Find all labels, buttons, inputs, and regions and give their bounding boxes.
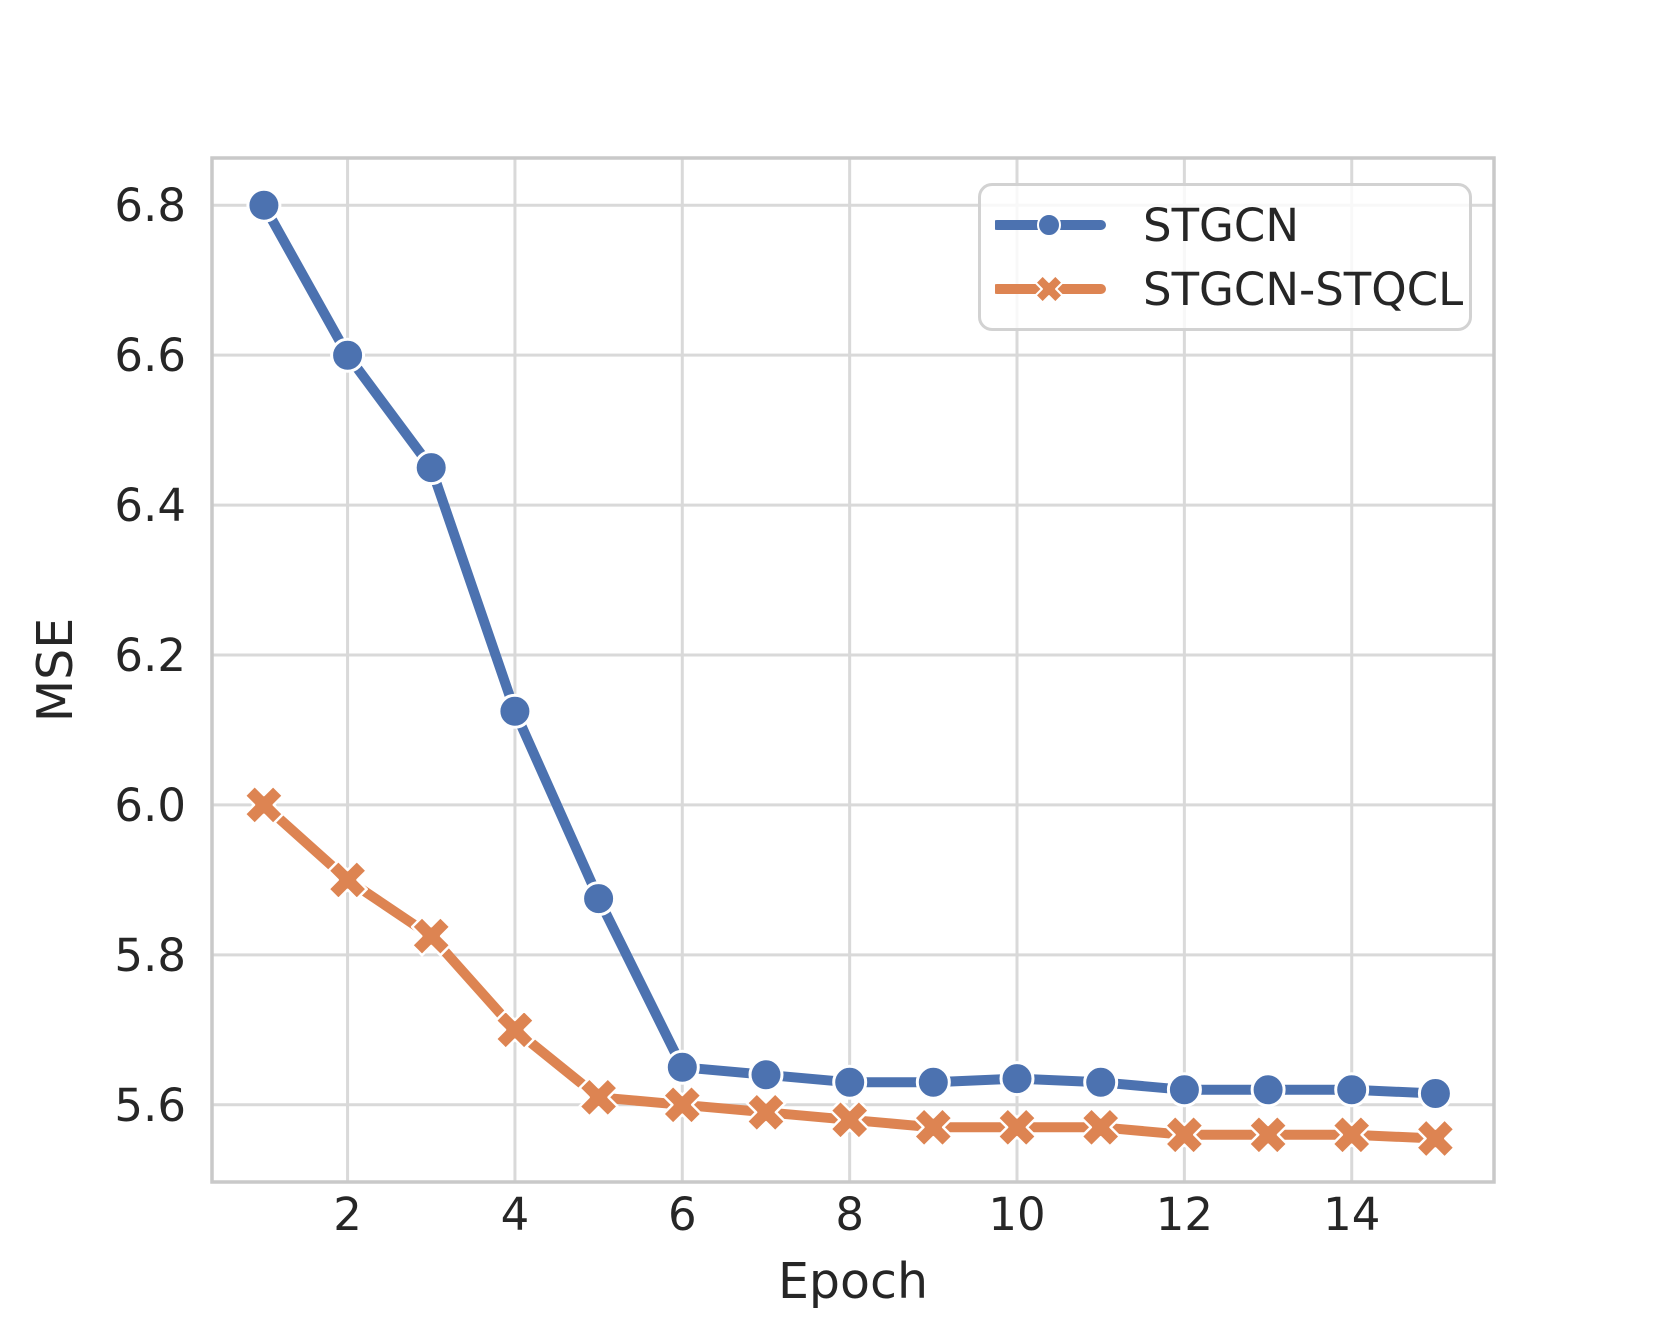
x-tick-label: 4 [501,1188,530,1241]
x-tick-label: 8 [835,1188,864,1241]
data-point [1417,1076,1453,1111]
data-point [1331,1114,1373,1156]
y-axis-label: MSE [27,618,84,722]
y-tick-label: 6.6 [114,329,186,382]
stgcn-line-marker-icon [995,213,1106,237]
plot-border [210,156,1496,1184]
data-point [327,859,368,901]
data-point [1083,1064,1119,1100]
data-point [748,1057,784,1093]
legend: STGCN STGCN-STQCL [978,183,1472,331]
x-tick-label: 10 [988,1188,1045,1241]
data-point [578,1076,619,1118]
y-tick-label: 5.8 [114,929,186,982]
data-point [664,1049,700,1085]
legend-label-stgcn-stqcl: STGCN-STQCL [1143,262,1464,316]
data-point [243,784,285,826]
y-tick-label: 6.8 [114,179,186,232]
y-tick-label: 6.2 [114,629,186,682]
data-point [497,693,533,729]
data-point [912,1106,954,1148]
data-point [832,1064,868,1100]
data-point [996,1106,1038,1148]
x-axis-label: Epoch [778,1253,928,1310]
x-tick-label: 14 [1323,1188,1380,1241]
data-point [330,337,366,373]
data-point [1247,1114,1289,1156]
data-point [1415,1118,1456,1159]
data-point [246,187,282,223]
data-point [1164,1114,1205,1156]
data-point [494,1009,536,1051]
legend-label-stgcn: STGCN [1143,198,1300,252]
data-point [1080,1106,1122,1148]
data-point [661,1084,703,1126]
data-point [1250,1072,1286,1108]
data-point [829,1099,871,1141]
y-tick-label: 6.0 [114,779,186,832]
x-tick-label: 2 [333,1188,362,1241]
x-tick-label: 12 [1156,1188,1213,1241]
y-tick-label: 5.6 [114,1079,186,1132]
data-point [915,1064,951,1100]
y-tick-label: 6.4 [114,479,186,532]
x-tick-label: 6 [668,1188,697,1241]
legend-item-stgcn: STGCN [995,200,1469,250]
legend-item-stgcn-stqcl: STGCN-STQCL [995,264,1469,314]
data-point [1334,1072,1370,1108]
data-point [413,450,449,486]
data-point [410,915,452,957]
data-point [1166,1072,1202,1108]
data-point [999,1061,1035,1097]
data-point [581,881,617,917]
data-point [745,1091,787,1133]
stgcn-stqcl-line-marker-icon [995,274,1106,304]
